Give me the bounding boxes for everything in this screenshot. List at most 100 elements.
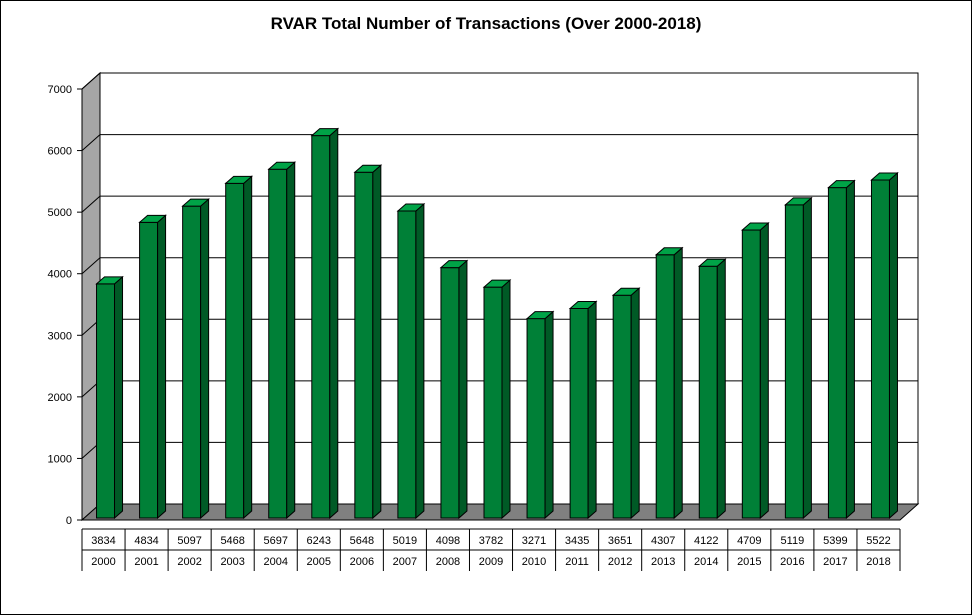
- bar-2007: [396, 202, 426, 520]
- chart-title: RVAR Total Number of Transactions (Over …: [270, 14, 702, 33]
- bar-top: [482, 279, 512, 288]
- data-label: 5097: [177, 535, 201, 547]
- bar-2014: [697, 258, 727, 520]
- data-label: 4709: [737, 535, 761, 547]
- y-tick-label: 3000: [48, 330, 72, 342]
- bar-side: [286, 161, 296, 520]
- gridline-depth: [81, 195, 101, 213]
- bar-front: [440, 267, 460, 519]
- bar-front: [827, 187, 847, 519]
- bar-side: [200, 198, 210, 520]
- bar-2012: [611, 287, 641, 520]
- x-tick-label: 2009: [479, 556, 503, 568]
- bar-top: [138, 214, 167, 223]
- bar-2018: [870, 171, 899, 520]
- y-tick-label: 2000: [48, 392, 72, 404]
- x-tick-label: 2004: [263, 556, 287, 568]
- bar-side: [157, 214, 167, 520]
- bar-front: [311, 135, 331, 519]
- data-label: 5019: [393, 535, 417, 547]
- gridline-depth: [81, 134, 101, 151]
- bar-front: [870, 179, 890, 519]
- bar-top: [784, 197, 813, 206]
- y-tick-label: 0: [66, 515, 72, 527]
- bar-side: [329, 127, 339, 520]
- data-label: 5399: [823, 535, 847, 547]
- bar-side: [544, 310, 554, 520]
- bar-front: [354, 171, 374, 519]
- data-label: 3435: [565, 535, 589, 547]
- bar-top: [310, 128, 340, 137]
- bar-top: [396, 203, 426, 212]
- x-tick-label: 2012: [608, 556, 632, 568]
- bar-top: [353, 164, 383, 173]
- bar-2016: [784, 196, 813, 520]
- x-tick-label: 2000: [91, 556, 115, 568]
- x-tick-label: 2015: [737, 556, 761, 568]
- bar-front: [741, 229, 761, 519]
- bar-side: [114, 275, 124, 520]
- bar-side: [372, 164, 382, 520]
- bar-2013: [654, 246, 684, 520]
- x-tick-label: 2008: [436, 556, 460, 568]
- bar-top: [654, 247, 684, 256]
- bar-top: [224, 175, 254, 184]
- data-label: 5468: [220, 535, 244, 547]
- data-label: 5522: [866, 535, 890, 547]
- bar-top: [697, 258, 727, 267]
- y-tick-label: 4000: [48, 269, 72, 281]
- bar-top: [568, 301, 598, 310]
- bar-2011: [568, 300, 598, 520]
- bar-front: [397, 210, 417, 519]
- bar-side: [587, 300, 597, 520]
- data-label: 3782: [479, 535, 503, 547]
- bars: [95, 127, 899, 520]
- bar-front: [784, 204, 804, 519]
- x-tick-label: 2003: [220, 556, 244, 568]
- x-tick-label: 2010: [522, 556, 546, 568]
- data-label: 5119: [781, 535, 805, 547]
- data-label: 4122: [694, 535, 718, 547]
- y-axis: 0 1000 2000 3000 4000 5000 6000 7000: [48, 84, 83, 527]
- y-tick-label: 5000: [48, 207, 72, 219]
- x-tick-label: 2001: [134, 556, 158, 568]
- data-label: 5648: [350, 535, 374, 547]
- bar-top: [181, 198, 210, 207]
- bar-front: [483, 286, 503, 519]
- x-tick-label: 2007: [393, 556, 417, 568]
- gridline-depth: [81, 72, 101, 90]
- bar-top: [525, 311, 555, 320]
- data-label: 6243: [307, 535, 331, 547]
- bar-side: [716, 258, 726, 520]
- data-label: 3271: [522, 535, 546, 547]
- bar-top: [827, 180, 856, 189]
- bar-2008: [439, 259, 469, 520]
- data-label: 3834: [91, 535, 115, 547]
- x-tick-label: 2014: [694, 556, 718, 568]
- gridline-depth: [81, 257, 101, 275]
- data-label: 3651: [608, 535, 632, 547]
- bar-top: [95, 276, 124, 285]
- bar-side: [458, 259, 468, 520]
- data-label: 4834: [134, 535, 158, 547]
- bar-2006: [353, 164, 383, 520]
- data-label: 4307: [651, 535, 675, 547]
- bar-side: [501, 279, 511, 520]
- y-tick-label: 7000: [48, 84, 72, 96]
- y-tick-label: 6000: [48, 146, 72, 158]
- bar-2005: [310, 127, 340, 520]
- bar-front: [612, 294, 632, 519]
- bar-2004: [267, 161, 297, 520]
- bar-side: [759, 221, 769, 520]
- bar-front: [139, 221, 159, 519]
- bar-front: [182, 205, 202, 519]
- bar-front: [698, 265, 718, 519]
- bar-front: [569, 308, 589, 519]
- bar-side: [243, 175, 253, 520]
- bar-side: [415, 202, 425, 520]
- x-tick-label: 2006: [350, 556, 374, 568]
- bar-top: [611, 287, 641, 296]
- x-tick-label: 2016: [780, 556, 804, 568]
- bar-top: [439, 260, 469, 269]
- bar-side: [630, 287, 640, 520]
